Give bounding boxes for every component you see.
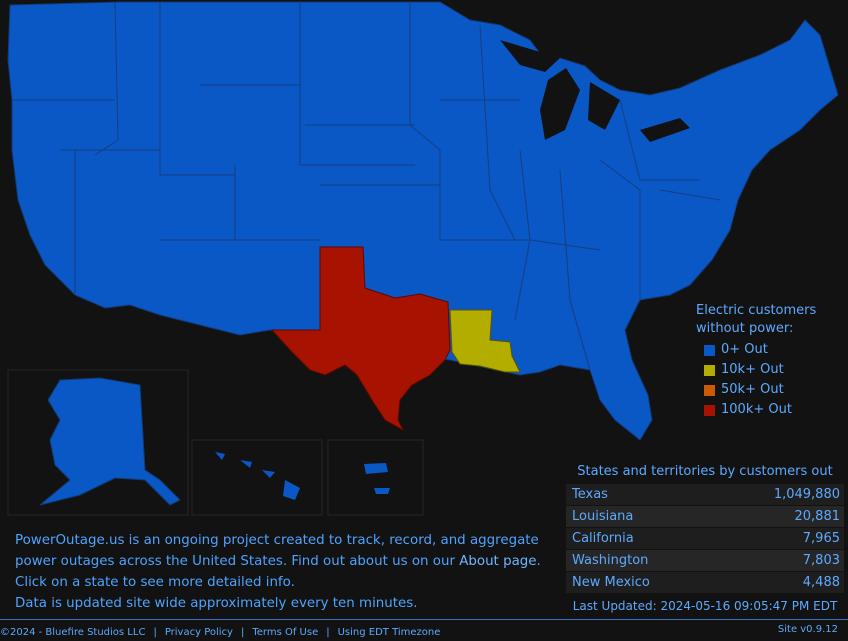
outage-table-title: States and territories by customers out: [577, 464, 833, 479]
map-state-louisiana[interactable]: [449, 309, 521, 373]
legend-swatch-50k: [704, 384, 715, 396]
legend-swatch-10k: [704, 364, 715, 376]
row-state: New Mexico: [572, 575, 650, 590]
row-customers-out: 1,049,880: [773, 487, 840, 502]
about-line-1: PowerOutage.us is an ongoing project cre…: [15, 533, 539, 548]
last-updated: Last Updated: 2024-05-16 09:05:47 PM EDT: [572, 599, 838, 613]
legend-item-10k: 10k+ Out: [696, 360, 816, 380]
legend-title: Electric customers without power:: [696, 302, 816, 338]
map-legend: Electric customers without power: 0+ Out…: [696, 302, 816, 420]
about-line-3: Click on a state to see more detailed in…: [15, 575, 295, 590]
row-state: Louisiana: [572, 509, 634, 524]
table-row[interactable]: Louisiana 20,881: [566, 505, 844, 527]
row-customers-out: 20,881: [794, 509, 841, 524]
row-customers-out: 7,965: [802, 531, 840, 546]
legend-label-100k: 100k+ Out: [721, 402, 792, 417]
about-line-2-end: .: [536, 554, 541, 569]
row-customers-out: 7,803: [802, 553, 840, 568]
legend-item-50k: 50k+ Out: [696, 380, 816, 400]
alaska-inset: [7, 369, 189, 516]
hawaii-inset: [191, 439, 323, 516]
table-row[interactable]: Washington 7,803: [566, 549, 844, 571]
legend-label-0: 0+ Out: [721, 342, 768, 357]
footer-separator: |: [326, 627, 330, 638]
footer-divider: [0, 619, 848, 620]
legend-title-line2: without power:: [696, 321, 794, 336]
legend-label-50k: 50k+ Out: [721, 382, 784, 397]
outage-table-rows: Texas 1,049,880 Louisiana 20,881 Califor…: [566, 483, 844, 593]
map-territory-puerto-rico[interactable]: [364, 463, 390, 494]
about-text: PowerOutage.us is an ongoing project cre…: [15, 530, 555, 614]
about-line-4: Data is updated site wide approximately …: [15, 596, 418, 611]
table-row[interactable]: California 7,965: [566, 527, 844, 549]
site-version: Site v0.9.12: [777, 624, 838, 635]
timezone-link[interactable]: Using EDT Timezone: [337, 627, 441, 638]
map-contiguous-us[interactable]: [7, 1, 839, 441]
about-page-link[interactable]: About page: [459, 554, 537, 569]
row-state: Texas: [572, 487, 608, 502]
great-lakes: [500, 40, 690, 142]
legend-item-0: 0+ Out: [696, 340, 816, 360]
legend-label-10k: 10k+ Out: [721, 362, 784, 377]
legend-swatch-0: [704, 344, 715, 356]
puerto-rico-inset: [327, 439, 424, 516]
us-outage-map: [7, 1, 839, 516]
legend-swatch-100k: [704, 404, 715, 416]
about-line-2-text: power outages across the United States. …: [15, 554, 460, 569]
terms-of-use-link[interactable]: Terms Of Use: [252, 627, 319, 638]
map-state-alaska[interactable]: [39, 377, 181, 506]
legend-title-line1: Electric customers: [696, 303, 817, 318]
table-row[interactable]: New Mexico 4,488: [566, 571, 844, 593]
privacy-policy-link[interactable]: Privacy Policy: [164, 627, 233, 638]
footer: ©2024 - Bluefire Studios LLC | Privacy P…: [0, 624, 848, 641]
footer-separator: |: [153, 627, 157, 638]
map-state-texas[interactable]: [270, 246, 451, 432]
legend-item-100k: 100k+ Out: [696, 400, 816, 420]
map-state-hawaii[interactable]: [215, 452, 300, 500]
row-customers-out: 4,488: [802, 575, 840, 590]
outage-table: States and territories by customers out …: [566, 461, 844, 613]
row-state: California: [572, 531, 634, 546]
footer-copyright: ©2024 - Bluefire Studios LLC: [0, 627, 146, 638]
table-row[interactable]: Texas 1,049,880: [566, 483, 844, 505]
state-borders: [12, 1, 721, 371]
footer-separator: |: [240, 627, 245, 638]
row-state: Washington: [572, 553, 649, 568]
about-line-2: power outages across the United States. …: [15, 551, 555, 572]
